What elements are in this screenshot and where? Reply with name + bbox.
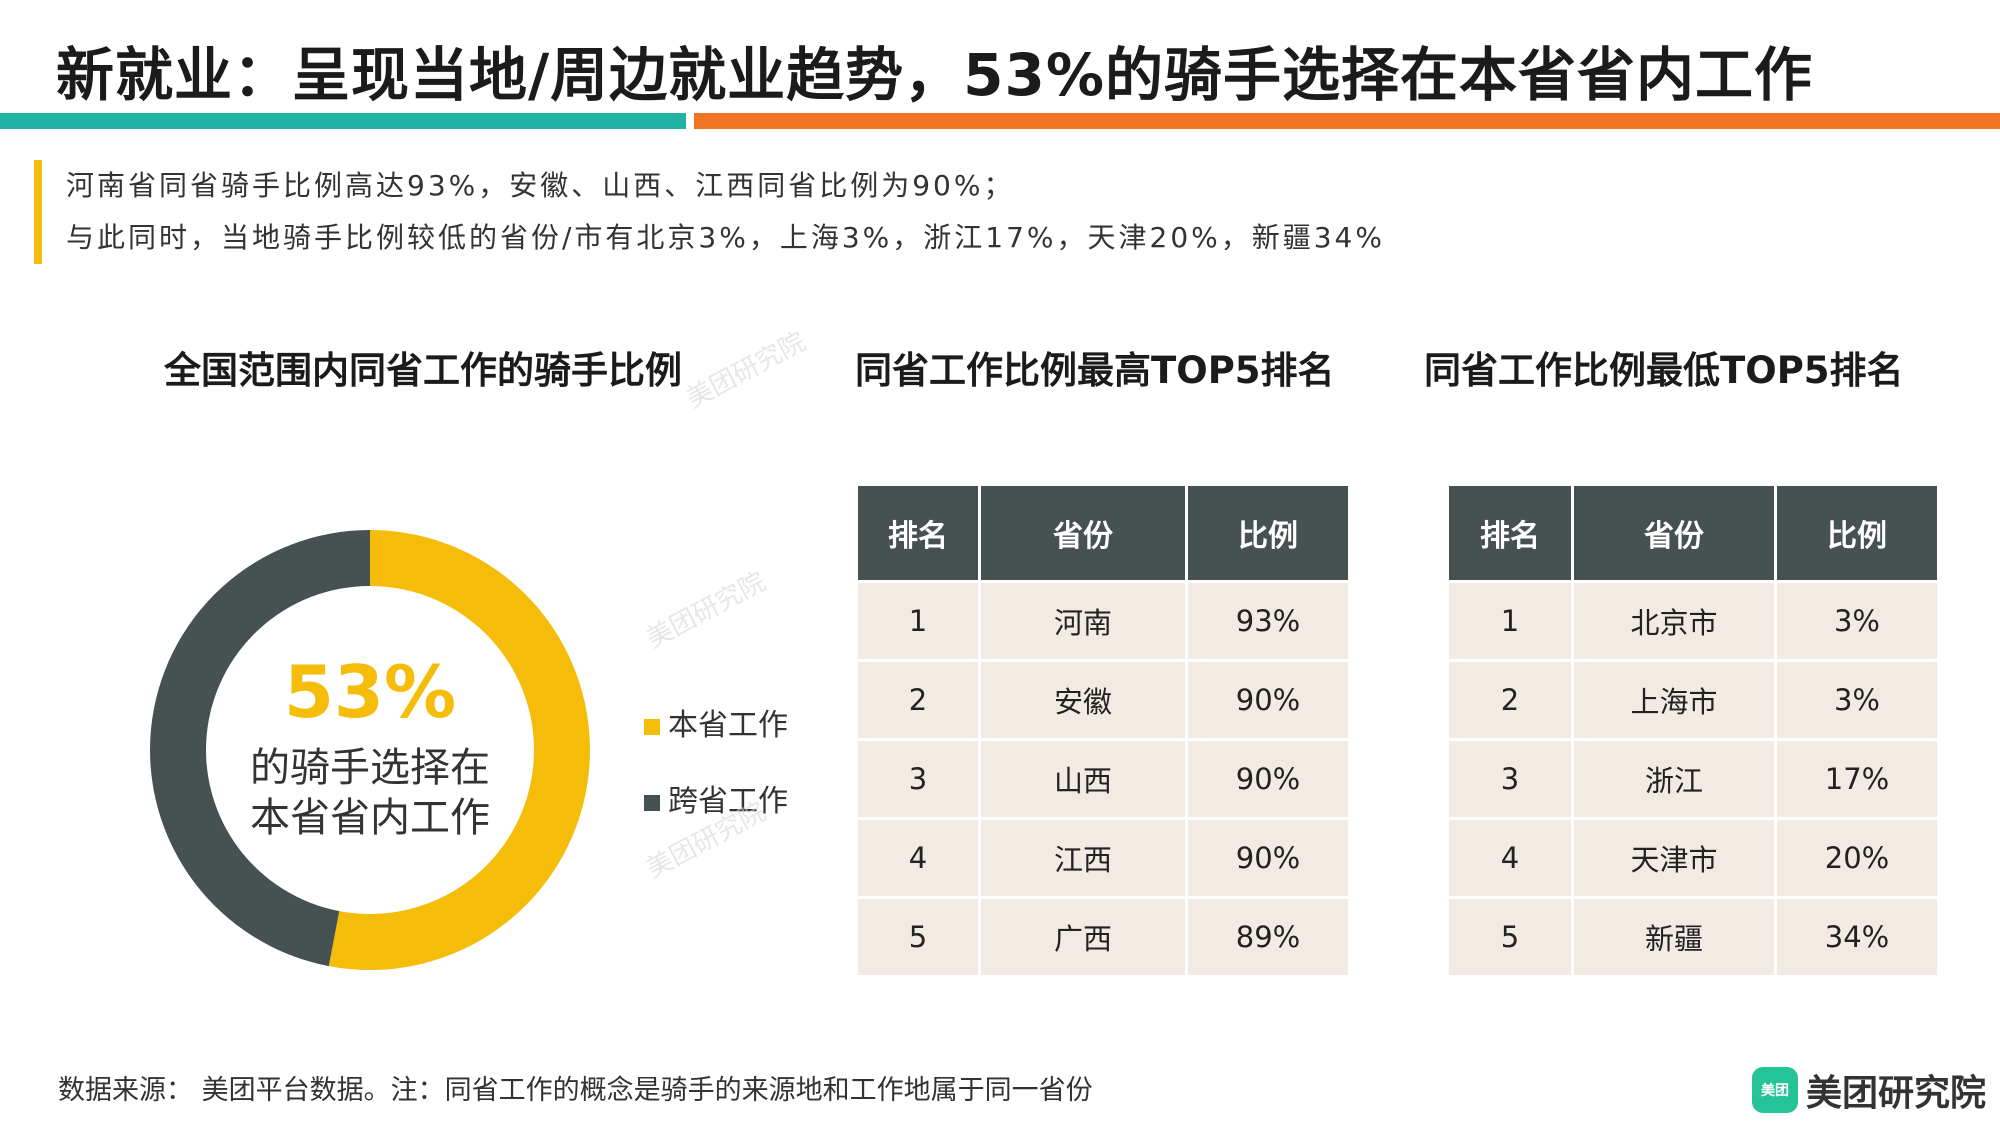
table-cell: 20% — [1775, 818, 1937, 899]
table-row: 1 河南 93% — [858, 581, 1348, 662]
table-cell: 山西 — [979, 739, 1188, 820]
table-cell: 北京市 — [1572, 581, 1777, 662]
bottom-table-title: 同省工作比例最低TOP5排名 — [1424, 349, 1904, 392]
column-header: 比例 — [1775, 486, 1937, 583]
donut-slice-cross — [150, 530, 370, 967]
page-title: 新就业：呈现当地/周边就业趋势，53%的骑手选择在本省省内工作 — [56, 41, 1814, 109]
table-row: 3 山西 90% — [858, 739, 1348, 820]
table-row: 1 北京市 3% — [1449, 581, 1937, 662]
table-row: 2 安徽 90% — [858, 660, 1348, 741]
table-cell: 4 — [1449, 818, 1574, 899]
table-cell: 5 — [1449, 897, 1574, 978]
table-cell: 新疆 — [1572, 897, 1777, 978]
table-cell: 3% — [1775, 660, 1937, 741]
legend-swatch-cross — [644, 794, 660, 811]
table-cell: 上海市 — [1572, 660, 1777, 741]
table-cell: 河南 — [979, 581, 1188, 662]
table-cell: 3 — [858, 739, 981, 820]
table-cell: 3 — [1449, 739, 1574, 820]
table-cell: 广西 — [979, 897, 1188, 978]
table-cell: 2 — [858, 660, 981, 741]
donut-center-text: 本省省内工作 — [250, 795, 490, 841]
table-row: 2 上海市 3% — [1449, 660, 1937, 741]
table-cell: 江西 — [979, 818, 1188, 899]
watermark: 美团研究院 — [681, 326, 811, 415]
table-cell: 1 — [1449, 581, 1574, 662]
logo-text: 美团研究院 — [1806, 1073, 1987, 1114]
table-cell: 90% — [1186, 818, 1348, 899]
table-row: 5 新疆 34% — [1449, 897, 1937, 978]
legend-label: 本省工作 — [668, 708, 788, 743]
table-cell: 17% — [1775, 739, 1937, 820]
table-cell: 89% — [1186, 897, 1348, 978]
legend-swatch-local — [644, 718, 660, 735]
column-header: 排名 — [1449, 486, 1574, 583]
table-cell: 1 — [858, 581, 981, 662]
meituan-logo-icon: 美团 — [1752, 1067, 1798, 1113]
table-cell: 天津市 — [1572, 818, 1777, 899]
data-source-footnote: 数据来源： 美团平台数据。注：同省工作的概念是骑手的来源地和工作地属于同一省份 — [58, 1075, 1093, 1106]
table-row: 4 天津市 20% — [1449, 818, 1937, 899]
table-cell: 浙江 — [1572, 739, 1777, 820]
donut-center-text: 的骑手选择在 — [250, 745, 490, 791]
donut-slice-local — [328, 530, 591, 970]
table-cell: 5 — [858, 897, 981, 978]
table-row: 5 广西 89% — [858, 897, 1348, 978]
table-cell: 4 — [858, 818, 981, 899]
column-header: 排名 — [858, 486, 981, 583]
table-header-row: 排名 省份 比例 — [1449, 486, 1937, 583]
table-cell: 34% — [1775, 897, 1937, 978]
summary-note: 与此同时，当地骑手比例较低的省份/市有北京3%，上海3%，浙江17%，天津20%… — [66, 221, 1385, 254]
column-header: 省份 — [1572, 486, 1777, 583]
title-underline-orange — [694, 113, 2000, 129]
brand-logo: 美团 美团研究院 — [1752, 1064, 1986, 1116]
table-cell: 93% — [1186, 581, 1348, 662]
table-row: 3 浙江 17% — [1449, 739, 1937, 820]
table-header-row: 排名 省份 比例 — [858, 486, 1348, 583]
donut-chart-title: 全国范围内同省工作的骑手比例 — [164, 349, 682, 392]
watermark: 美团研究院 — [641, 566, 771, 655]
legend-label: 跨省工作 — [668, 784, 788, 819]
column-header: 比例 — [1186, 486, 1348, 583]
table-cell: 90% — [1186, 660, 1348, 741]
table-cell: 3% — [1775, 581, 1937, 662]
title-underline-teal — [0, 113, 686, 129]
table-cell: 2 — [1449, 660, 1574, 741]
donut-chart — [150, 530, 591, 970]
table-row: 4 江西 90% — [858, 818, 1348, 899]
top-table-title: 同省工作比例最高TOP5排名 — [855, 349, 1335, 392]
legend-item-cross: 跨省工作 — [644, 776, 788, 820]
summary-note: 河南省同省骑手比例高达93%，安徽、山西、江西同省比例为90%； — [66, 169, 1015, 202]
donut-center-value: 53% — [283, 650, 457, 734]
legend-item-local: 本省工作 — [644, 700, 788, 744]
summary-notes: 河南省同省骑手比例高达93%，安徽、山西、江西同省比例为90%； 与此同时，当地… — [34, 160, 1385, 264]
column-header: 省份 — [979, 486, 1188, 583]
top5-lowest-table: 排名 省份 比例 1 北京市 3% 2 上海市 3% 3 浙江 17% 4 天津市 20% 5 新疆 34% — [1449, 486, 1937, 978]
top5-highest-table: 排名 省份 比例 1 河南 93% 2 安徽 90% 3 山西 90% 4 江西 90% 5 广西 89% — [858, 486, 1348, 978]
table-cell: 90% — [1186, 739, 1348, 820]
table-cell: 安徽 — [979, 660, 1188, 741]
